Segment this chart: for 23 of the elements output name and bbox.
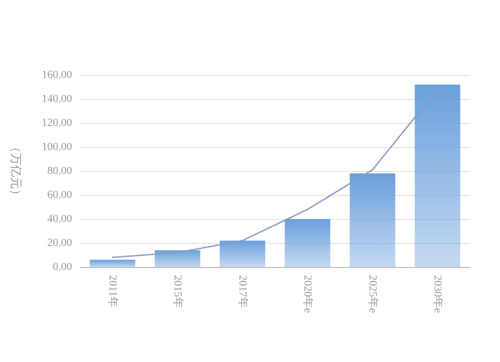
x-tick-label: 2030年e bbox=[432, 275, 444, 313]
bar bbox=[220, 240, 266, 267]
x-tick-label: 2011年 bbox=[106, 275, 118, 308]
y-tick-label: 40.00 bbox=[47, 213, 72, 225]
bar bbox=[414, 84, 460, 267]
x-tick-label: 2015年 bbox=[172, 275, 184, 308]
y-tick-label: 0.00 bbox=[52, 261, 72, 273]
y-tick-label: 20.00 bbox=[47, 237, 72, 249]
y-tick-label: 60.00 bbox=[47, 189, 72, 201]
y-tick-label: 100.00 bbox=[42, 141, 72, 153]
y-axis-title: （万亿元） bbox=[9, 141, 23, 201]
x-tick-label: 2017年 bbox=[236, 275, 248, 308]
y-tick-label: 80.00 bbox=[47, 165, 72, 177]
x-tick-label: 2025年e bbox=[366, 275, 378, 313]
bar bbox=[90, 260, 136, 267]
bar bbox=[350, 173, 396, 267]
bar bbox=[154, 250, 200, 267]
y-tick-label: 120.00 bbox=[42, 117, 72, 129]
x-tick-label: 2020年e bbox=[302, 275, 314, 313]
line-series bbox=[112, 88, 438, 258]
bar bbox=[284, 219, 330, 267]
y-tick-label: 140.00 bbox=[42, 93, 72, 105]
y-tick-label: 160.00 bbox=[42, 69, 72, 81]
